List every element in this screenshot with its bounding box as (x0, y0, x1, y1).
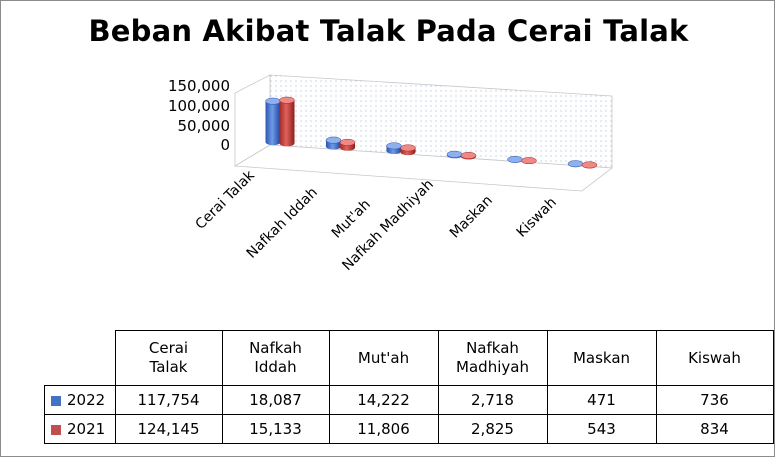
bar-2022 (446, 150, 463, 159)
bar-2022 (507, 155, 523, 163)
chart-title: Beban Akibat Talak Pada Cerai Talak (88, 14, 689, 48)
y-tick-label: 150,000 (168, 77, 230, 95)
table-value: 736 (655, 385, 774, 415)
legend-swatch (51, 396, 61, 406)
bar-2022 (265, 97, 281, 146)
x-tick-label: Cerai Talak (192, 167, 258, 233)
table-value: 124,145 (114, 414, 223, 444)
table-header-cell: Maskan (546, 330, 657, 386)
table-value: 11,806 (328, 414, 439, 444)
x-tick-label: Kiswah (514, 195, 560, 241)
table-header-cell: Cerai Talak (114, 330, 223, 386)
y-tick-label: 50,000 (178, 117, 231, 135)
table-value: 834 (655, 414, 774, 444)
table-header-cell: Mut'ah (328, 330, 439, 386)
legend-key: 2021 (44, 414, 116, 444)
table-value: 2,825 (437, 414, 548, 444)
legend-swatch (51, 425, 61, 435)
y-tick-label: 100,000 (168, 97, 230, 115)
y-tick-label: 0 (220, 136, 230, 154)
bar-2021 (400, 144, 416, 156)
data-table: Cerai Talak Nafkah Iddah Mut'ah Nafkah Madhiya… (44, 330, 774, 444)
bar-2021 (460, 151, 477, 160)
table-value: 543 (546, 414, 657, 444)
bar-2022 (567, 160, 584, 168)
table-value: 117,754 (114, 385, 223, 415)
x-tick-label: Maskan (447, 193, 496, 242)
table-row: 2022 117,754 18,087 14,222 2,718 471 736 (44, 385, 774, 415)
table-value: 471 (546, 385, 657, 415)
table-value: 14,222 (328, 385, 439, 415)
legend-key: 2022 (44, 385, 116, 415)
table-header-row: Cerai Talak Nafkah Iddah Mut'ah Nafkah Madhiya… (44, 330, 774, 386)
table-value: 15,133 (221, 414, 330, 444)
table-row: 2021 124,145 15,133 11,806 2,825 543 834 (44, 414, 774, 444)
bar-2021 (279, 96, 295, 147)
floor (233, 144, 614, 192)
table-value: 18,087 (221, 385, 330, 415)
x-tick-label: Nafkah Iddah (244, 185, 321, 262)
table-header-cell: Kiswah (655, 330, 774, 386)
bar-2022 (386, 142, 402, 154)
bar-2021 (521, 157, 537, 165)
bar-2021 (339, 138, 356, 151)
bar-2022 (325, 136, 342, 150)
bar-2021 (581, 161, 598, 169)
table-header-cell: Nafkah Madhiyah (437, 330, 548, 386)
table-corner (44, 330, 116, 386)
table-header-cell: Nafkah Iddah (221, 330, 330, 386)
table-value: 2,718 (437, 385, 548, 415)
